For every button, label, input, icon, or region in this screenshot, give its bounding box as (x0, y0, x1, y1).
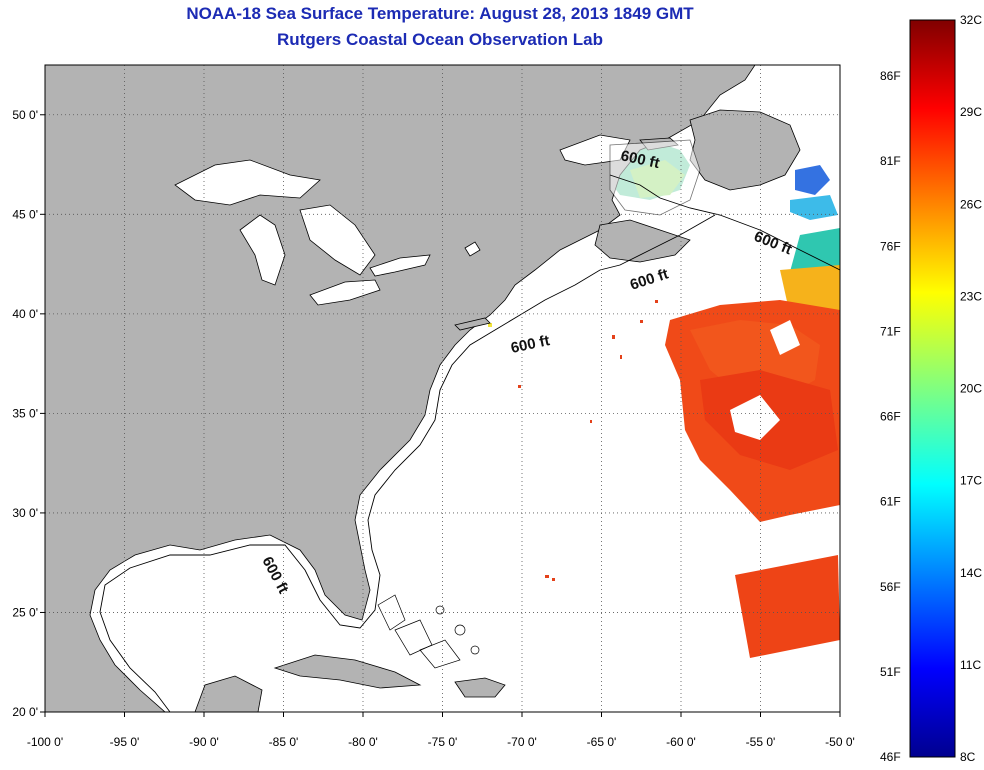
colorbar-celsius-label: 32C (960, 13, 982, 27)
lat-tick-label: 50 0' (12, 108, 38, 122)
sst-swath-east (665, 228, 840, 658)
colorbar-fahrenheit-label: 46F (880, 750, 901, 764)
colorbar-celsius-label: 20C (960, 382, 982, 396)
isobath-label: 600 ft (258, 554, 291, 597)
colorbar-celsius-label: 11C (960, 658, 981, 672)
sst-swath-north (358, 68, 838, 220)
ocean (45, 65, 840, 712)
lon-tick-label: -65 0' (587, 735, 617, 749)
isobath-label: 600 ft (752, 228, 795, 258)
map-frame (44, 64, 841, 713)
map-title: NOAA-18 Sea Surface Temperature: August … (186, 4, 694, 23)
colorbar-fahrenheit-label: 61F (880, 495, 901, 509)
lat-tick-label: 45 0' (12, 207, 38, 221)
lat-tick-label: 20 0' (12, 705, 38, 719)
sst-scattered-pixels (488, 300, 658, 581)
colorbar-fahrenheit-label: 66F (880, 410, 901, 424)
colorbar-fahrenheit-label: 51F (880, 665, 901, 679)
colorbar-fahrenheit-label: 81F (880, 154, 901, 168)
lon-tick-label: -95 0' (110, 735, 140, 749)
isobath-label: 600 ft (509, 332, 551, 357)
grid-lines (45, 65, 840, 712)
isobath-label: 600 ft (628, 266, 671, 294)
lon-tick-label: -90 0' (189, 735, 219, 749)
colorbar-fahrenheit-label: 56F (880, 580, 901, 594)
colorbar: 32C 29C 26C 23C 20C 17C 14C 11C 8C 86F 81F 76F 71F 6… (880, 13, 982, 764)
lon-tick-label: -50 0' (825, 735, 855, 749)
longitude-axis: -100 0' -95 0' -90 0' -85 0' -80 0' -75 0' -70… (27, 712, 855, 749)
lon-tick-label: -80 0' (348, 735, 378, 749)
colorbar-celsius-label: 8C (960, 750, 976, 764)
st-lawrence (559, 134, 631, 166)
colorbar-fahrenheit-label: 86F (880, 69, 901, 83)
lat-tick-label: 25 0' (12, 605, 38, 619)
lon-tick-label: -85 0' (269, 735, 299, 749)
colorbar-fahrenheit-labels: 86F 81F 76F 71F 66F 61F 56F 51F 46F (880, 69, 901, 764)
colorbar-fahrenheit-label: 76F (880, 239, 901, 253)
colorbar-celsius-label: 23C (960, 289, 982, 303)
map-subtitle: Rutgers Coastal Ocean Observation Lab (277, 30, 603, 49)
colorbar-celsius-label: 29C (960, 105, 982, 119)
isobath-600ft (99, 174, 840, 712)
colorbar-celsius-label: 14C (960, 566, 982, 580)
colorbar-celsius-label: 17C (960, 474, 982, 488)
isobath-label: 600 ft (619, 147, 661, 172)
colorbar-celsius-labels: 32C 29C 26C 23C 20C 17C 14C 11C 8C (960, 13, 982, 764)
lat-tick-label: 40 0' (12, 307, 38, 321)
lat-tick-label: 30 0' (12, 506, 38, 520)
colorbar-scale (909, 19, 956, 758)
lon-tick-label: -55 0' (746, 735, 776, 749)
lon-tick-label: -75 0' (428, 735, 458, 749)
lon-tick-label: -60 0' (666, 735, 696, 749)
lon-tick-label: -100 0' (27, 735, 63, 749)
gulf-st-lawrence (609, 139, 701, 216)
bahamas (377, 594, 480, 669)
lon-tick-label: -70 0' (507, 735, 537, 749)
latitude-axis: 20 0' 25 0' 30 0' 35 0' 40 0' 45 0' 50 0' (12, 108, 45, 719)
colorbar-fahrenheit-label: 71F (880, 324, 901, 338)
land (45, 65, 801, 712)
colorbar-celsius-label: 26C (960, 197, 982, 211)
lat-tick-label: 35 0' (12, 406, 38, 420)
lakes (174, 159, 481, 306)
